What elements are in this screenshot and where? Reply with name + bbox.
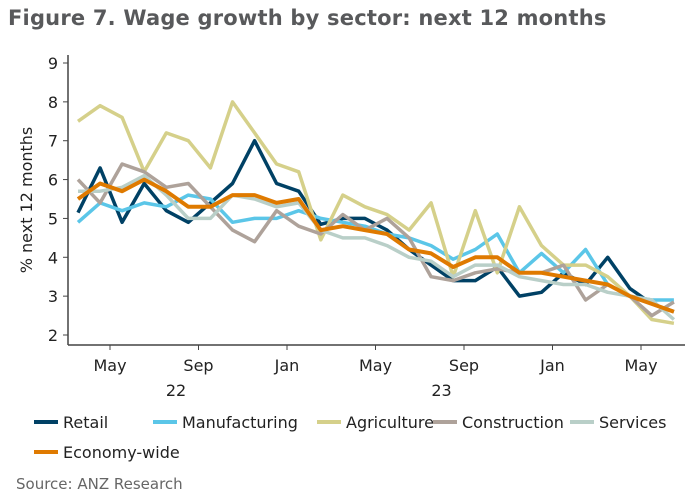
y-tick-label: 4 xyxy=(48,248,58,267)
x-tick-label: May xyxy=(359,356,392,375)
series-line-agriculture xyxy=(76,100,675,326)
series-line-construction xyxy=(76,162,675,318)
x-year-label: 22 xyxy=(166,381,186,400)
series-line-economy-wide xyxy=(76,177,675,314)
y-axis-label: % next 12 months xyxy=(17,127,36,274)
legend-label: Economy-wide xyxy=(63,443,180,462)
x-year-label: 23 xyxy=(431,381,451,400)
chart-title: Figure 7. Wage growth by sector: next 12… xyxy=(8,6,607,30)
y-tick-label: 5 xyxy=(48,209,58,228)
y-tick-label: 3 xyxy=(48,287,58,306)
x-tick-label: May xyxy=(624,356,657,375)
legend-label: Manufacturing xyxy=(182,413,298,432)
legend-label: Retail xyxy=(63,413,108,432)
x-tick-label: May xyxy=(93,356,126,375)
x-tick-label: Jan xyxy=(539,356,565,375)
y-tick-label: 9 xyxy=(48,54,58,73)
y-tick-label: 7 xyxy=(48,132,58,151)
x-tick-label: Sep xyxy=(449,356,479,375)
x-tick-label: Jan xyxy=(274,356,300,375)
y-tick-label: 2 xyxy=(48,326,58,345)
series-line-services xyxy=(78,173,676,321)
legend-label: Services xyxy=(599,413,666,432)
y-tick-label: 6 xyxy=(48,171,58,190)
y-tick-label: 8 xyxy=(48,93,58,112)
x-tick-label: Sep xyxy=(183,356,213,375)
legend-label: Construction xyxy=(462,413,564,432)
source-note: Source: ANZ Research xyxy=(16,475,183,493)
legend-label: Agriculture xyxy=(346,413,434,432)
